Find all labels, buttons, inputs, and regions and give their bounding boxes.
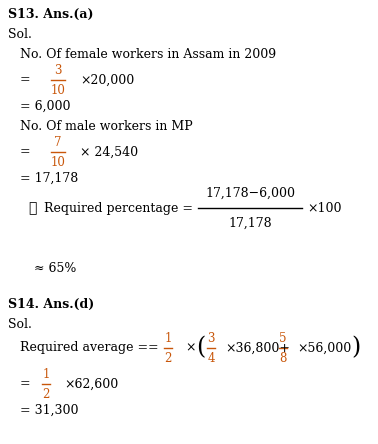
Text: = 6,000: = 6,000: [20, 99, 71, 112]
Text: ): ): [351, 337, 360, 360]
Text: Sol.: Sol.: [8, 317, 32, 330]
Text: ×62,600: ×62,600: [64, 377, 118, 391]
Text: 10: 10: [51, 155, 65, 169]
Text: 1: 1: [164, 332, 172, 345]
Text: 2: 2: [164, 352, 172, 365]
Text: 17,178: 17,178: [228, 217, 272, 230]
Text: ≈ 65%: ≈ 65%: [34, 262, 76, 274]
Text: 17,178−6,000: 17,178−6,000: [205, 187, 295, 200]
Text: No. Of female workers in Assam in 2009: No. Of female workers in Assam in 2009: [20, 48, 276, 60]
Text: Required percentage =: Required percentage =: [40, 202, 193, 214]
Text: ×20,000: ×20,000: [80, 74, 134, 87]
Text: =: =: [20, 377, 31, 391]
Text: =: =: [20, 74, 31, 87]
Text: S14. Ans.(d): S14. Ans.(d): [8, 297, 94, 310]
Text: 4: 4: [207, 352, 215, 365]
Text: =: =: [148, 341, 159, 354]
Text: Required average =: Required average =: [20, 341, 148, 354]
Text: =: =: [20, 146, 31, 159]
Text: 2: 2: [42, 388, 50, 400]
Text: × 24,540: × 24,540: [80, 146, 138, 159]
Text: = 17,178: = 17,178: [20, 171, 78, 185]
Text: 10: 10: [51, 83, 65, 96]
Text: ∴: ∴: [28, 201, 36, 215]
Text: 3: 3: [54, 63, 62, 76]
Text: ×100: ×100: [307, 202, 341, 214]
Text: = 31,300: = 31,300: [20, 404, 79, 416]
Text: (: (: [196, 337, 205, 360]
Text: ×: ×: [185, 341, 195, 354]
Text: 1: 1: [42, 368, 50, 381]
Text: Sol.: Sol.: [8, 28, 32, 40]
Text: S13. Ans.(a): S13. Ans.(a): [8, 8, 93, 20]
Text: 7: 7: [54, 135, 62, 148]
Text: ×56,000: ×56,000: [297, 341, 351, 354]
Text: 5: 5: [279, 332, 287, 345]
Text: 8: 8: [279, 352, 287, 365]
Text: 3: 3: [207, 332, 215, 345]
Text: No. Of male workers in MP: No. Of male workers in MP: [20, 119, 193, 132]
Text: ×36,800+: ×36,800+: [225, 341, 290, 354]
